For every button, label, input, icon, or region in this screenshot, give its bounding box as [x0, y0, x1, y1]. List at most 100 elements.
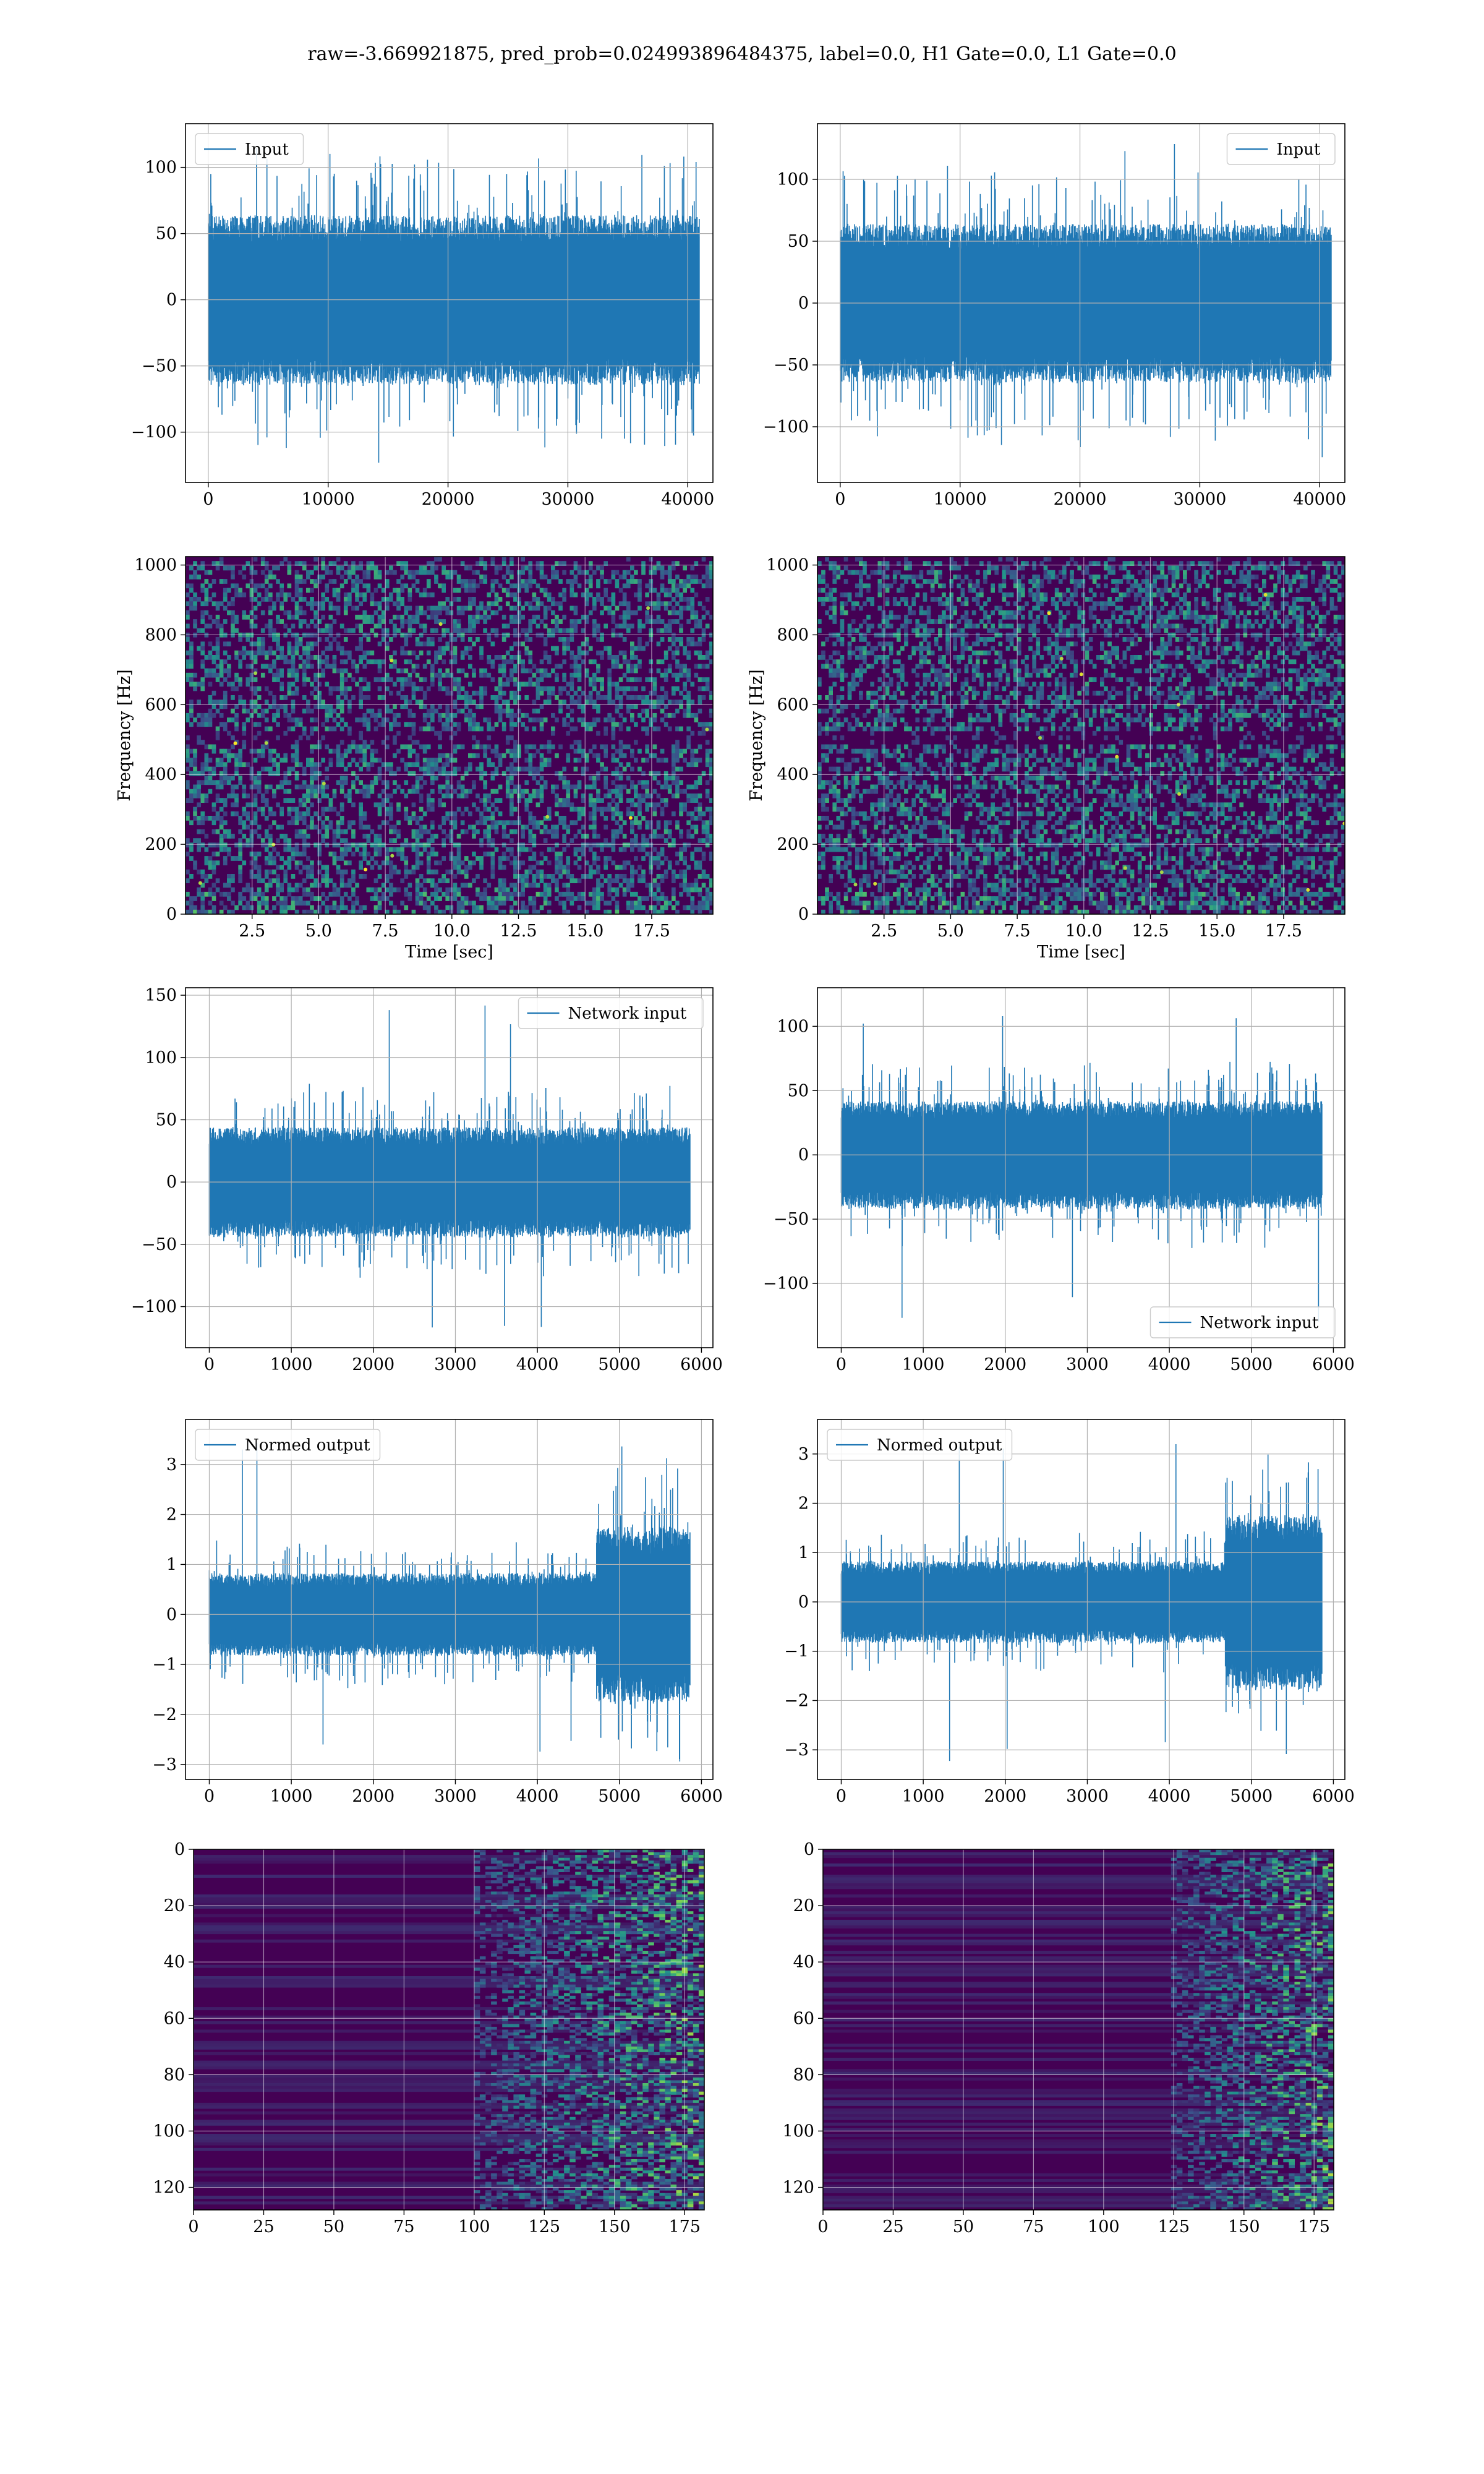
- heatmap-cell: [193, 574, 197, 580]
- heatmap-cell: [494, 610, 499, 615]
- heatmap-cell: [487, 834, 492, 839]
- plot-area-p2: [840, 144, 1332, 458]
- heatmap-cell: [456, 574, 461, 580]
- heatmap-cell: [611, 789, 616, 794]
- heatmap-cell: [690, 896, 695, 901]
- heatmap-cell: [449, 650, 454, 656]
- heatmap-cell: [430, 570, 435, 575]
- heatmap-cell: [186, 664, 190, 669]
- heatmap-cell: [377, 811, 382, 816]
- heatmap-cell: [626, 601, 631, 607]
- heatmap-cell: [566, 628, 571, 633]
- heatmap-cell: [211, 865, 216, 870]
- heatmap-cell: [197, 816, 201, 821]
- heatmap-cell: [656, 909, 661, 914]
- heatmap-cell: [468, 708, 472, 714]
- heatmap-cell: [456, 726, 461, 732]
- heatmap-cell: [535, 891, 540, 897]
- heatmap-cell: [231, 623, 235, 629]
- heatmap-cell: [475, 561, 480, 566]
- heatmap-cell: [298, 869, 303, 875]
- heatmap-cell: [377, 583, 382, 589]
- heatmap-cell: [351, 887, 356, 892]
- heatmap-cell: [287, 614, 292, 620]
- heatmap-cell: [641, 561, 646, 566]
- heatmap-cell: [193, 766, 197, 772]
- heatmap-cell: [438, 784, 442, 790]
- heatmap-cell: [472, 824, 476, 830]
- heatmap-cell: [351, 740, 356, 745]
- heatmap-cell: [535, 565, 540, 571]
- heatmap-cell: [313, 610, 318, 615]
- heatmap-cell: [294, 820, 299, 826]
- heatmap-cell: [555, 623, 559, 629]
- heatmap-cell: [483, 628, 487, 633]
- heatmap-cell: [558, 816, 563, 821]
- heatmap-cell: [596, 878, 600, 883]
- heatmap-cell: [362, 695, 367, 700]
- heatmap-cell: [359, 690, 363, 696]
- heatmap-cell: [652, 811, 657, 816]
- heatmap-cell: [377, 793, 382, 798]
- heatmap-cell: [328, 905, 333, 910]
- heatmap-cell: [505, 766, 510, 772]
- heatmap-cell: [551, 784, 555, 790]
- heatmap-cell: [528, 574, 533, 580]
- heatmap-cell: [204, 597, 209, 602]
- heatmap-cell: [348, 672, 352, 678]
- heatmap-cell: [407, 682, 412, 687]
- heatmap-cell: [238, 847, 242, 852]
- heatmap-cell: [396, 820, 401, 826]
- heatmap-cell: [264, 592, 269, 597]
- heatmap-cell: [569, 820, 574, 826]
- heatmap-cell: [279, 807, 284, 812]
- heatmap-cell: [426, 869, 431, 875]
- heatmap-cell: [279, 601, 284, 607]
- heatmap-cell: [317, 762, 322, 768]
- heatmap-cell: [193, 619, 197, 624]
- heatmap-cell: [517, 789, 521, 794]
- heatmap-cell: [441, 628, 446, 633]
- heatmap-cell: [317, 740, 322, 745]
- heatmap-cell: [464, 807, 469, 812]
- heatmap-cell: [434, 905, 438, 910]
- heatmap-cell: [238, 664, 242, 669]
- heatmap-cell: [355, 623, 359, 629]
- heatmap-cell: [479, 606, 484, 611]
- heatmap-cell: [377, 623, 382, 629]
- heatmap-cell: [223, 700, 228, 704]
- heatmap-cell: [558, 708, 563, 714]
- x-tick-label: 40000: [661, 490, 714, 509]
- x-tick-label: 30000: [541, 490, 594, 509]
- heatmap-cell: [287, 883, 292, 888]
- heatmap-cell: [294, 829, 299, 834]
- heatmap-cell: [535, 883, 540, 888]
- heatmap-cell: [231, 874, 235, 879]
- heatmap-cell: [453, 619, 458, 624]
- heatmap-cell: [697, 601, 702, 607]
- heatmap-cell: [521, 829, 525, 834]
- heatmap-cell: [339, 780, 344, 785]
- heatmap-cell: [362, 758, 367, 763]
- heatmap-cell: [690, 628, 695, 633]
- heatmap-cell: [234, 628, 239, 633]
- heatmap-cell: [494, 901, 499, 906]
- heatmap-cell: [253, 690, 258, 696]
- heatmap-cell: [453, 744, 458, 750]
- heatmap-cell: [618, 704, 623, 709]
- heatmap-cell: [596, 690, 600, 696]
- heatmap-cell: [652, 686, 657, 691]
- heatmap-cell: [227, 847, 231, 852]
- heatmap-cell: [679, 664, 683, 669]
- heatmap-cell: [253, 851, 258, 857]
- heatmap-cell: [694, 878, 699, 883]
- heatmap-cell: [389, 597, 393, 602]
- heatmap-cell: [855, 557, 859, 562]
- heatmap-cell: [543, 784, 548, 790]
- heatmap-cell: [393, 735, 397, 740]
- heatmap-cell: [562, 614, 566, 620]
- heatmap-cell: [672, 811, 676, 816]
- heatmap-cell: [705, 753, 710, 758]
- heatmap-cell: [242, 708, 247, 714]
- heatmap-cell: [494, 700, 499, 704]
